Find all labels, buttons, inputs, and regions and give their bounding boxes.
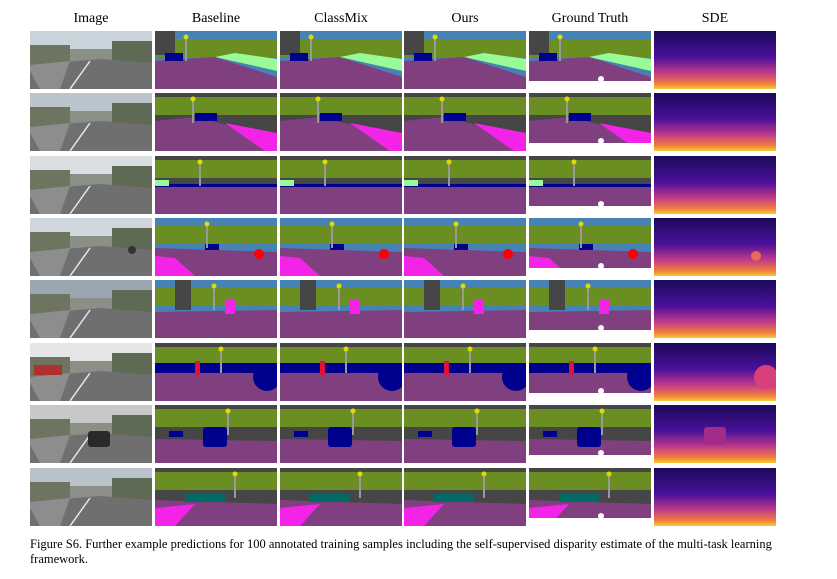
tile-row5-baseline xyxy=(155,280,277,338)
tile-row7-sde xyxy=(654,405,776,463)
tile-row4-image xyxy=(30,218,152,276)
tile-row6-ground-truth xyxy=(529,343,651,401)
tile-row8-ground-truth xyxy=(529,468,651,526)
tile-row4-baseline xyxy=(155,218,277,276)
tile-row2-classmix xyxy=(280,93,402,151)
tile-row2-image xyxy=(30,93,152,151)
tile-row5-classmix xyxy=(280,280,402,338)
tile-row7-image xyxy=(30,405,152,463)
column-header-image: Image xyxy=(73,11,109,26)
tile-row2-ours xyxy=(404,93,526,151)
tile-row7-classmix xyxy=(280,405,402,463)
tile-row1-ours xyxy=(404,31,526,89)
tile-row4-ours xyxy=(404,218,526,276)
tile-row1-classmix xyxy=(280,31,402,89)
tile-row8-baseline xyxy=(155,468,277,526)
tile-row1-baseline xyxy=(155,31,277,89)
tile-row5-image xyxy=(30,280,152,338)
tile-row3-ground-truth xyxy=(529,156,651,214)
tile-row7-ours xyxy=(404,405,526,463)
tile-row5-sde xyxy=(654,280,776,338)
column-header-classmix: ClassMix xyxy=(314,11,368,26)
tile-row4-ground-truth xyxy=(529,218,651,276)
tile-row6-image xyxy=(30,343,152,401)
tile-row5-ground-truth xyxy=(529,280,651,338)
tile-row3-image xyxy=(30,156,152,214)
tile-row3-classmix xyxy=(280,156,402,214)
tile-row6-sde xyxy=(654,343,776,401)
tile-row8-ours xyxy=(404,468,526,526)
tile-row6-classmix xyxy=(280,343,402,401)
tile-row2-ground-truth xyxy=(529,93,651,151)
column-header-sde: SDE xyxy=(701,11,729,26)
tile-row7-ground-truth xyxy=(529,405,651,463)
tile-row3-baseline xyxy=(155,156,277,214)
tile-row3-ours xyxy=(404,156,526,214)
tile-row7-baseline xyxy=(155,405,277,463)
tile-row2-baseline xyxy=(155,93,277,151)
tile-row4-sde xyxy=(654,218,776,276)
column-header-ground-truth: Ground Truth xyxy=(551,11,629,26)
tile-row8-image xyxy=(30,468,152,526)
tile-row2-sde xyxy=(654,93,776,151)
tile-row5-ours xyxy=(404,280,526,338)
column-header-baseline: Baseline xyxy=(191,11,241,26)
tile-row8-classmix xyxy=(280,468,402,526)
tile-row4-classmix xyxy=(280,218,402,276)
figure-caption: Figure S6. Further example predictions f… xyxy=(30,537,772,566)
tile-row1-sde xyxy=(654,31,776,89)
tile-row1-image xyxy=(30,31,152,89)
tile-row3-sde xyxy=(654,156,776,214)
tile-row8-sde xyxy=(654,468,776,526)
tile-row6-ours xyxy=(404,343,526,401)
column-header-ours: Ours xyxy=(451,11,479,26)
tile-row1-ground-truth xyxy=(529,31,651,89)
tile-row6-baseline xyxy=(155,343,277,401)
